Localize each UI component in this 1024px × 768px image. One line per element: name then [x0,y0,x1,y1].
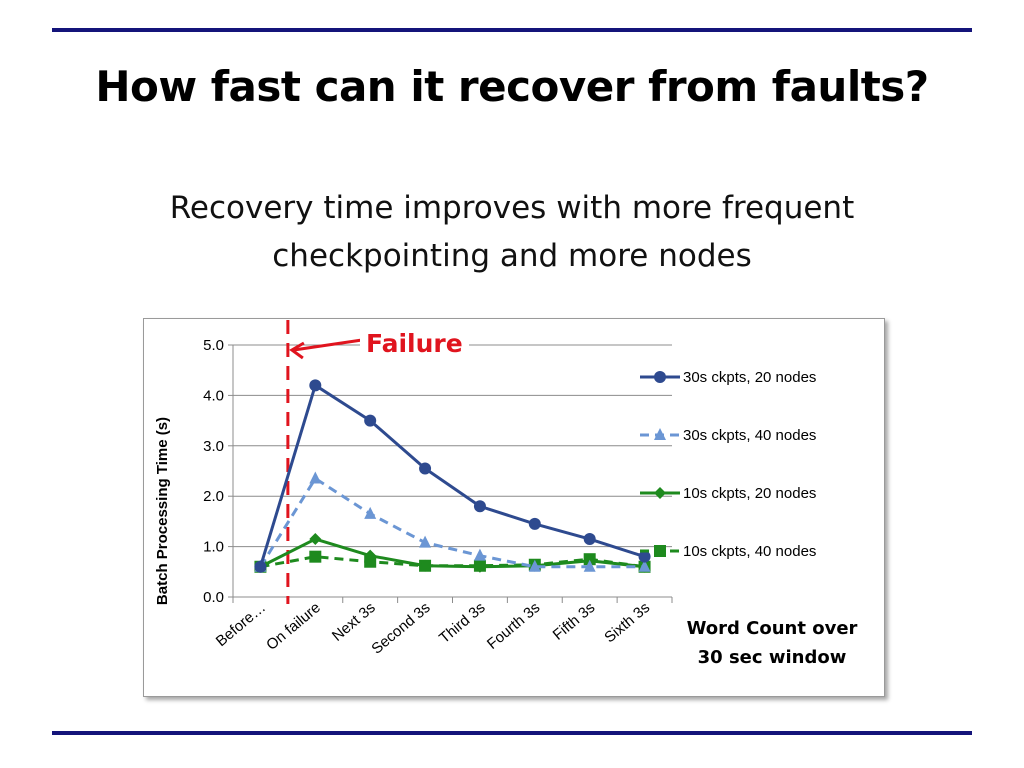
x-tick-label: Sixth 3s [601,599,653,646]
y-tick-label: 0.0 [203,589,224,606]
data-point [528,559,541,572]
legend-marker [654,371,666,383]
data-point [638,559,651,572]
data-point [309,550,322,563]
slide-title: How fast can it recover from faults? [95,62,929,111]
failure-label: Failure [360,329,469,358]
legend-label: 10s ckpts, 20 nodes [683,485,816,502]
data-point [473,548,486,561]
data-point [528,517,541,530]
x-tick-label: On failure [263,599,324,654]
x-tick-label: Second 3s [368,599,433,658]
series-line [259,477,645,569]
y-tick-label: 4.0 [203,387,224,404]
data-point [473,560,486,573]
series-line [259,537,645,569]
y-tick-label: 1.0 [203,539,224,556]
data-point [364,555,377,568]
x-tick-label: Fourth 3s [484,599,543,653]
data-point [309,379,322,392]
x-tick-label: Fifth 3s [550,599,599,644]
data-point [473,500,486,513]
y-axis-title: Batch Processing Time (s) [154,417,171,605]
x-axis-title: Word Count over 30 sec window [686,618,858,668]
legend-label: 10s ckpts, 40 nodes [683,543,816,560]
legend-label: 30s ckpts, 40 nodes [683,427,816,444]
x-tick-label: Next 3s [329,599,379,645]
data-point [419,535,432,548]
data-point [309,471,322,484]
data-point [583,559,596,572]
top-rule [52,28,972,32]
subtitle-line-1: Recovery time improves with more frequen… [169,190,855,226]
legend-marker [654,428,666,440]
chart-frame [143,318,885,697]
x-tick-label: Before… [213,599,269,650]
bottom-rule [52,731,972,735]
failure-arrow-head [289,341,305,360]
data-point [309,533,322,546]
data-point [364,506,377,519]
legend-label: 30s ckpts, 20 nodes [683,369,816,386]
y-tick-label: 5.0 [203,337,224,354]
data-point [364,414,377,427]
legend-marker [654,545,666,557]
data-point [583,533,596,546]
subtitle-line-2: checkpointing and more nodes [272,238,752,274]
y-tick-label: 2.0 [203,488,224,505]
data-point [419,559,432,572]
failure-arrow-shaft [293,338,363,352]
data-point [364,549,377,562]
data-point [638,550,651,563]
x-tick-label: Third 3s [436,599,488,647]
data-point [254,560,267,573]
legend-marker [654,487,666,499]
series-line [259,383,646,568]
y-tick-label: 3.0 [203,438,224,455]
data-point [419,462,432,475]
